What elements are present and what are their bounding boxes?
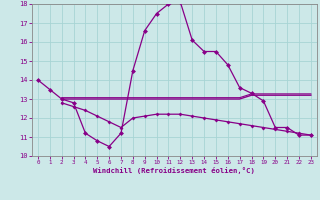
X-axis label: Windchill (Refroidissement éolien,°C): Windchill (Refroidissement éolien,°C) bbox=[93, 167, 255, 174]
